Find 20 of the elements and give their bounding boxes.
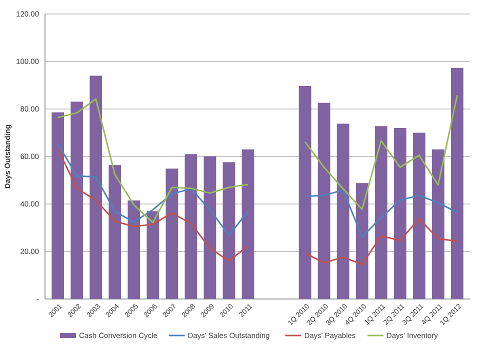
bar (412, 132, 426, 299)
bar (146, 211, 160, 299)
bar (184, 154, 198, 299)
bar (374, 126, 388, 299)
bar (432, 149, 444, 299)
bar (166, 168, 178, 299)
bar (128, 200, 140, 299)
bar (108, 165, 122, 299)
bar (222, 162, 236, 299)
bar (298, 86, 312, 299)
bar (90, 76, 102, 299)
bar (356, 183, 368, 299)
bar (450, 68, 464, 299)
bar (318, 102, 330, 299)
bar (336, 124, 350, 299)
bar (242, 149, 254, 299)
bar (204, 156, 216, 299)
bar (52, 112, 64, 299)
bar (70, 102, 84, 299)
bar (394, 128, 406, 299)
